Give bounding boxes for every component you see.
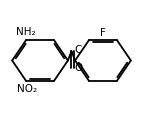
Text: F: F (100, 28, 106, 38)
Text: C: C (75, 45, 82, 55)
Text: O: O (75, 63, 83, 73)
Text: NO₂: NO₂ (17, 84, 38, 94)
Text: NH₂: NH₂ (16, 27, 35, 37)
